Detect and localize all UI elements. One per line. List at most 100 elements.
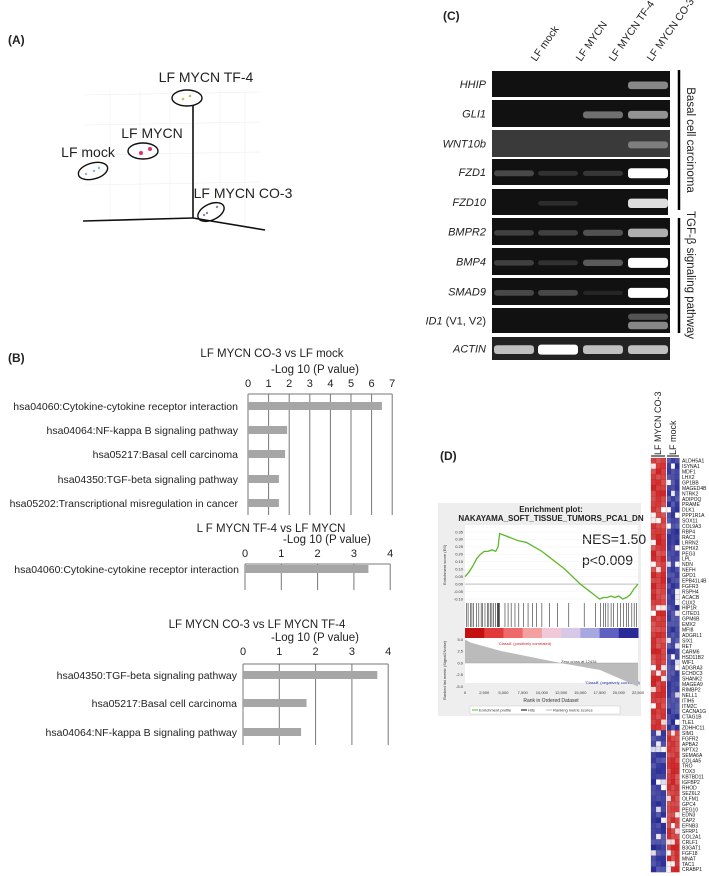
- heatmap-cell: [674, 474, 680, 481]
- heatmap-cell: [674, 534, 680, 540]
- heatmap-cell: [670, 790, 676, 797]
- heatmap-cell: [670, 768, 676, 775]
- heatmap-cell: [666, 866, 672, 873]
- gene-name: NTRK2: [682, 491, 699, 497]
- group-label-tgfb: TGF-β signaling pathway: [684, 211, 696, 339]
- gel-band: [494, 230, 534, 236]
- heatmap-cell: [674, 664, 680, 671]
- heatmap-cell: [655, 490, 662, 497]
- gene-label: ID1 (V1, V2): [425, 316, 486, 328]
- gel-band: [628, 257, 668, 268]
- heatmap-cell: [666, 588, 672, 595]
- pca-point: [84, 172, 88, 176]
- rank-tick-label: 0: [464, 690, 467, 695]
- heatmap-cell: [670, 692, 676, 698]
- heatmap-cell: [670, 773, 676, 780]
- gene-name: SHANK2: [682, 677, 702, 683]
- gel-row-actin: [492, 337, 670, 360]
- heatmap-cell: [650, 594, 657, 600]
- gel-band: [494, 260, 534, 266]
- gene-name: MFI8: [682, 628, 694, 634]
- heatmap-cell: [650, 555, 657, 562]
- heatmap-cell: [670, 566, 676, 573]
- gene-name: LPL: [682, 557, 691, 563]
- heatmap-cell: [674, 545, 680, 551]
- gsea-class-a: 'ClassA' (positively correlated): [498, 641, 552, 646]
- lane-label-mycn: LF MYCN: [574, 19, 610, 64]
- heatmap-cell: [674, 844, 680, 851]
- gel-band: [583, 259, 623, 267]
- heatmap-cell: [650, 479, 657, 486]
- heatmap-cell: [650, 713, 657, 720]
- heatmap-cell: [655, 861, 662, 867]
- pca-axis-y: [192, 217, 266, 231]
- heatmap-cell: [670, 594, 676, 600]
- heatmap-cell: [660, 833, 667, 840]
- es-tick-label: 0.00: [455, 581, 464, 586]
- heatmap-cell: [666, 545, 672, 551]
- x-tick-label: 4: [387, 548, 393, 560]
- heatmap-cell: [660, 730, 667, 737]
- gene-name: PEG3: [682, 551, 696, 557]
- heatmap-cell: [650, 490, 657, 497]
- heatmap-cell: [666, 659, 672, 666]
- heatmap-cell: [660, 490, 667, 497]
- heatmap-cell: [650, 463, 657, 470]
- heatmap-cell: [655, 654, 662, 660]
- gene-name: COL9A3: [682, 524, 701, 530]
- heatmap-cell: [650, 822, 657, 829]
- heatmap-cell: [670, 735, 676, 742]
- heatmap-cell: [655, 713, 662, 720]
- heatmap-cell: [655, 795, 662, 802]
- heatmap-cell: [666, 713, 672, 720]
- heatmap-cell: [650, 866, 657, 873]
- gene-name: TAC1: [682, 862, 695, 868]
- heatmap-cell: [650, 539, 657, 546]
- heatmap-cell: [666, 506, 672, 513]
- heatmap-cell: [674, 708, 680, 715]
- gene-name: HSD11B2: [682, 655, 704, 661]
- gene-label: SMAD9: [448, 287, 486, 299]
- legend-metric: Ranking metric scores: [553, 708, 593, 713]
- heatmap-cell: [674, 512, 680, 519]
- heatmap-cell: [670, 463, 676, 470]
- gsea-enrichment-plot: Enrichment plot: NAKAYAMA_SOFT_TISSUE_TU…: [438, 503, 646, 716]
- heatmap-cell: [655, 463, 662, 470]
- heatmap-cell: [650, 523, 657, 530]
- heatmap-cell: [655, 468, 662, 475]
- bar: [243, 699, 307, 707]
- heatmap-cell: [666, 490, 672, 497]
- heatmap-cell: [650, 501, 657, 508]
- heatmap-cell: [655, 812, 662, 818]
- heatmap-cell: [660, 561, 667, 568]
- gel-band: [583, 170, 623, 176]
- metric-tick-label: 2.5: [457, 649, 463, 654]
- heatmap-cell: [660, 752, 667, 758]
- heatmap-cell: [655, 550, 662, 557]
- heatmap-cell: [660, 812, 667, 818]
- heatmap-cell: [655, 555, 662, 562]
- gel-band: [538, 289, 578, 296]
- gene-name: EPHX2: [682, 546, 699, 552]
- heatmap-cell: [670, 697, 676, 704]
- heatmap-cell: [674, 730, 680, 737]
- heatmap-cell: [660, 659, 667, 666]
- heatmap-cell: [660, 605, 667, 611]
- heatmap-cell: [674, 539, 680, 546]
- gene-name: ECHDC3: [682, 671, 703, 677]
- pca-point: [139, 151, 143, 155]
- heatmap-cell: [670, 555, 676, 562]
- heatmap-cell: [666, 817, 672, 824]
- heatmap-cell: [670, 779, 676, 786]
- gene-name: CAP2: [682, 818, 695, 824]
- heatmap-cell: [674, 801, 680, 807]
- heatmap-cell: [666, 752, 672, 758]
- x-axis-label: -Log 10 (P value): [283, 534, 371, 546]
- heatmap-cell: [660, 626, 667, 633]
- heatmap-cell: [655, 506, 662, 513]
- heatmap-cell: [650, 561, 657, 568]
- heatmap-cell: [674, 735, 680, 742]
- heatmap-cell: [650, 692, 657, 698]
- x-tick-label: 6: [369, 378, 375, 390]
- gene-name: FGFR2: [682, 736, 699, 742]
